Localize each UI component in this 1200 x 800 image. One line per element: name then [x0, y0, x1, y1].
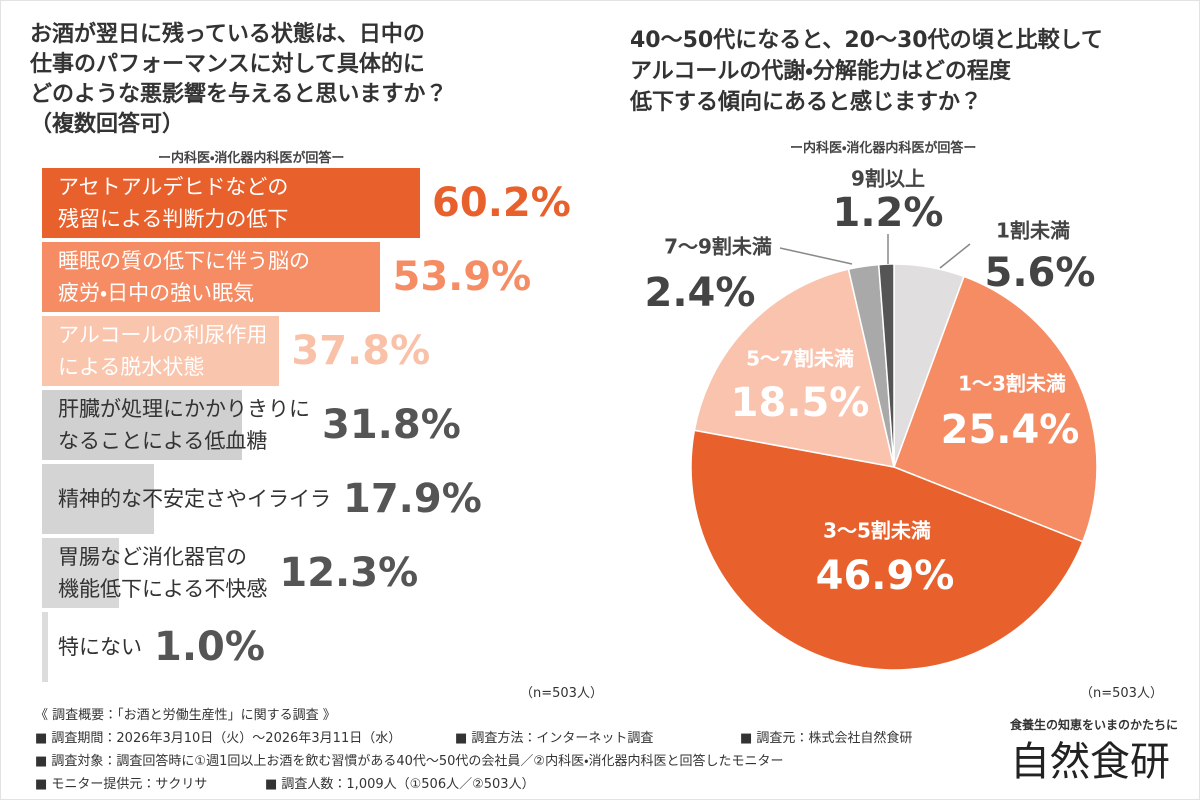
- bar-row: 特にない 1.0%: [42, 612, 265, 682]
- survey-note: ■ 調査方法：インターネット調査: [455, 731, 654, 746]
- leader-line: [939, 243, 971, 269]
- sample-note: （n=503人）: [1080, 686, 1163, 701]
- survey-note: 《 調査概要：「お酒と労働生産性」に関する調査 》: [35, 708, 336, 723]
- bar-row: 胃腸など消化器官の 機能低下による不快感 12.3%: [42, 538, 418, 608]
- value-label: 60.2%: [432, 180, 571, 226]
- slice-value: 2.4%: [645, 270, 756, 316]
- slice-name: 1割未満: [996, 219, 1070, 243]
- pie-slice: [690, 429, 1084, 671]
- survey-note: ■ 調査人数：1,009人（①506人／②503人）: [265, 777, 535, 792]
- value-label: 1.0%: [154, 624, 265, 670]
- slice-name: 9割以上: [851, 167, 925, 191]
- slice-value: 1.2%: [833, 190, 944, 236]
- pie-slice: [877, 263, 895, 468]
- category-label: 胃腸など消化器官の 機能低下による不快感: [58, 545, 268, 601]
- survey-note: ■ モニター提供元：サクリサ: [35, 777, 208, 792]
- bar: [42, 464, 155, 534]
- tagline: 食養生の知恵をいまのかたちに: [1010, 718, 1179, 732]
- chart-title: 仕事のパフォーマンスに対して具体的に: [30, 52, 425, 77]
- category-label: 特にない: [58, 635, 142, 659]
- footer: 《 調査概要：「お酒と労働生産性」に関する調査 》 ■ 調査期間：2026年3月1…: [0, 700, 1200, 800]
- chart-subtitle: ー内科医・消化器内科医が回答ー: [158, 151, 345, 166]
- pie-slice: [893, 275, 1098, 543]
- value-label: 37.8%: [291, 328, 431, 374]
- pie-svg: 1割未満 5.6% 1〜3割未満 25.4% 3〜5割未満 46.9% 5〜7割未満 18.5…: [645, 167, 1098, 671]
- bar: [42, 168, 421, 238]
- value-label: 17.9%: [343, 476, 482, 522]
- bar-row: 睡眠の質の低下に伴う脳の 疲労・日中の強い眠気 53.9%: [42, 242, 531, 312]
- slice-value: 18.5%: [731, 380, 870, 426]
- slice-name: 7〜9割未満: [664, 235, 772, 259]
- category-label: 肝臓が処理にかかりきりに なることによる低血糖: [58, 397, 310, 453]
- brand: 自然食研: [1010, 739, 1170, 785]
- slice-name: 1〜3割未満: [958, 372, 1066, 396]
- bar-row: アルコールの利尿作用 による脱水状態 37.8%: [42, 316, 430, 386]
- bar: [42, 538, 120, 608]
- bar: [42, 612, 49, 682]
- sample-note: （n=503人）: [520, 686, 603, 701]
- category-label: 精神的な不安定さやイライラ: [58, 487, 331, 511]
- category-label: アルコールの利尿作用 による脱水状態: [58, 323, 268, 379]
- slice-name: 3〜5割未満: [823, 519, 931, 543]
- chart-subtitle: ー内科医・消化器内科医が回答ー: [790, 141, 977, 156]
- survey-note: ■ 調査対象：調査回答時に①週1回以上お酒を飲む習慣がある40代〜50代の会社員…: [35, 754, 784, 769]
- survey-note: ■ 調査期間：2026年3月10日（火）〜2026年3月11日（水）: [35, 731, 402, 746]
- chart-title: 低下する傾向にあると感じますか？: [630, 90, 983, 115]
- slice-value: 5.6%: [985, 250, 1096, 296]
- slice-value: 25.4%: [941, 407, 1080, 453]
- category-label: アセトアルデヒドなどの 残留による判断力の低下: [58, 175, 289, 231]
- pie-slice: [693, 268, 895, 468]
- bar-row: 肝臓が処理にかかりきりに なることによる低血糖 31.8%: [42, 390, 461, 460]
- bar: [42, 390, 242, 460]
- chart-title: どのような悪影響を与えると思いますか？: [30, 82, 448, 107]
- value-label: 12.3%: [279, 550, 419, 596]
- category-label: 睡眠の質の低下に伴う脳の 疲労・日中の強い眠気: [58, 249, 310, 305]
- slice-name: 5〜7割未満: [746, 347, 854, 371]
- bar: [42, 242, 381, 312]
- chart-title: アルコールの代謝・分解能力はどの程度: [630, 59, 1011, 84]
- bar-chart: お酒が翌日に残っている状態は、日中の 仕事のパフォーマンスに対して具体的に どのよう…: [0, 0, 603, 701]
- chart-title: お酒が翌日に残っている状態は、日中の: [30, 22, 425, 47]
- bar-row: アセトアルデヒドなどの 残留による判断力の低下 60.2%: [42, 168, 571, 238]
- pie-chart: 1割未満 5.6% 1〜3割未満 25.4% 3〜5割未満 46.9% 5〜7割未満 18.5…: [600, 0, 1200, 701]
- slice-value: 46.9%: [816, 553, 955, 599]
- leader-line: [779, 247, 853, 265]
- value-label: 31.8%: [322, 402, 461, 448]
- bar-row: 精神的な不安定さやイライラ 17.9%: [42, 464, 482, 534]
- chart-title: 40〜50代になると、20〜30代の頃と比較して: [630, 28, 1103, 53]
- survey-note: ■ 調査元：株式会社自然食研: [740, 731, 913, 746]
- bar: [42, 316, 280, 386]
- chart-title: （複数回答可）: [30, 112, 185, 137]
- value-label: 53.9%: [392, 254, 532, 300]
